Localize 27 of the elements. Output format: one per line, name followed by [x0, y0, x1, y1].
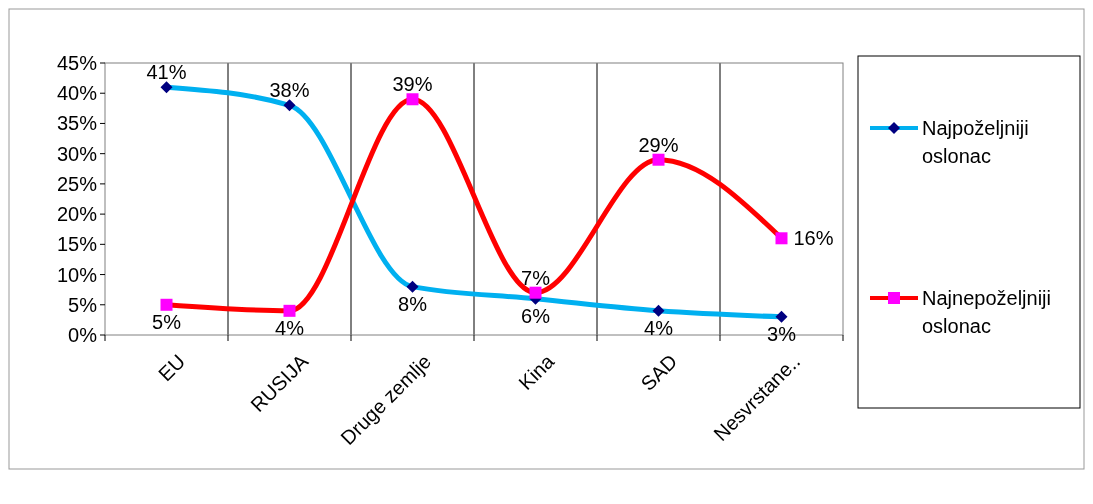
- data-label: 4%: [275, 316, 305, 339]
- data-label: 16%: [793, 227, 834, 250]
- y-tick-label: 35%: [56, 112, 98, 135]
- legend-label: Najnepoželjniji oslonac: [922, 287, 1051, 337]
- y-tick-label: 15%: [56, 233, 98, 256]
- data-label: 39%: [392, 73, 433, 96]
- x-tick-label: SAD: [636, 350, 682, 395]
- y-tick-label: 25%: [56, 172, 98, 195]
- y-tick-label: 5%: [68, 293, 98, 316]
- data-label: 38%: [269, 79, 310, 102]
- data-label: 41%: [146, 61, 187, 84]
- y-tick-label: 0%: [68, 324, 98, 346]
- data-label: 5%: [152, 310, 182, 333]
- data-label: 6%: [521, 304, 551, 327]
- y-tick-label: 20%: [56, 203, 98, 226]
- data-label: 3%: [767, 322, 797, 345]
- y-tick-label: 30%: [56, 142, 98, 165]
- y-tick-label: 10%: [56, 263, 98, 286]
- y-tick-label: 45%: [56, 52, 98, 74]
- x-tick-label: Kina: [514, 349, 559, 395]
- data-label: 4%: [644, 316, 674, 339]
- data-label: 29%: [638, 133, 679, 156]
- y-tick-label: 40%: [56, 82, 98, 105]
- data-label: 7%: [521, 266, 551, 289]
- data-label: 8%: [398, 292, 428, 315]
- legend-label: Najpoželjniji oslonac: [922, 117, 1029, 167]
- x-tick-label: EU: [154, 350, 190, 386]
